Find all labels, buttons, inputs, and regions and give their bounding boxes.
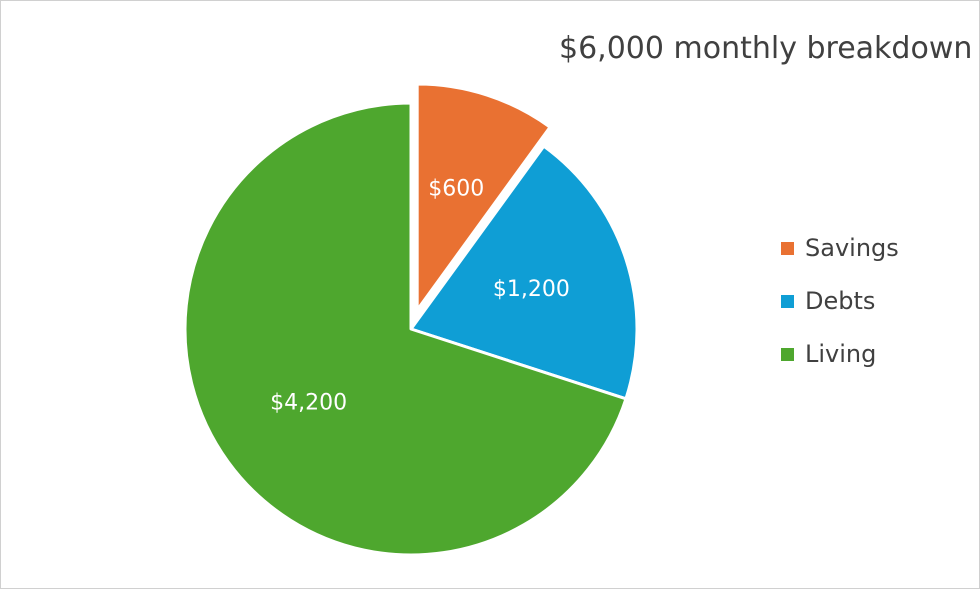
legend-swatch-debts: [781, 294, 794, 308]
pie-slice-living: [183, 101, 628, 557]
legend-item-savings: Savings: [781, 233, 899, 263]
data-label-savings: $600: [428, 177, 484, 202]
pie-slice-debts: [409, 144, 639, 401]
legend-swatch-living: [781, 347, 794, 361]
data-label-living: $4,200: [270, 390, 347, 415]
legend-swatch-savings: [781, 241, 794, 255]
legend: Savings Debts Living: [781, 233, 899, 369]
legend-item-living: Living: [781, 339, 899, 369]
legend-label-debts: Debts: [805, 287, 876, 315]
legend-item-debts: Debts: [781, 286, 899, 316]
legend-label-savings: Savings: [805, 234, 899, 262]
chart-title: $6,000 monthly breakdown: [559, 31, 973, 66]
pie-labels: $600 $1,200 $4,200: [270, 177, 570, 416]
pie-slice-savings: [415, 82, 552, 312]
data-label-debts: $1,200: [493, 277, 570, 302]
pie-slices: [183, 82, 639, 557]
legend-label-living: Living: [805, 340, 877, 368]
